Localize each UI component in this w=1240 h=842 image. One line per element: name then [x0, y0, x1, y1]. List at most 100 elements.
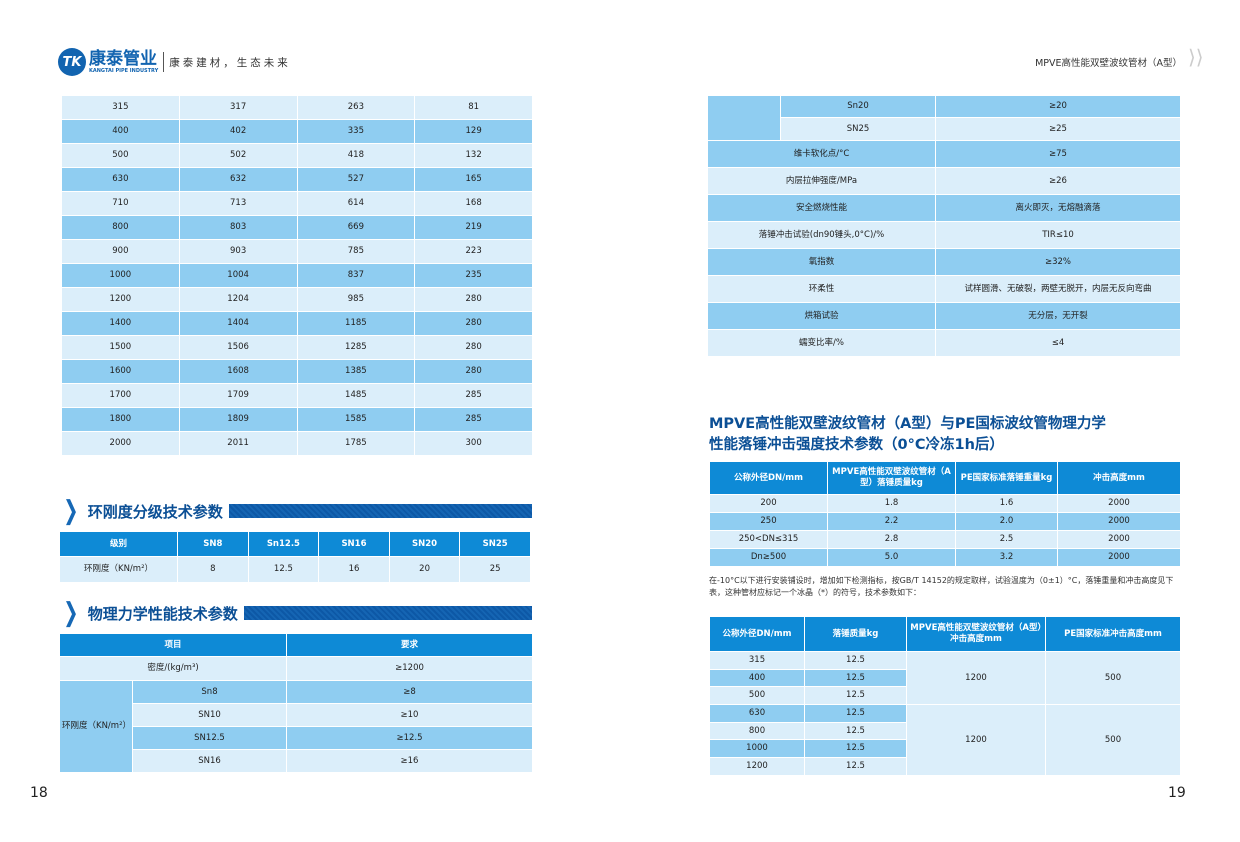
- cell: 安全燃烧性能: [707, 194, 936, 222]
- title-bar: [228, 504, 532, 518]
- cell: 公称外径DN/mm: [709, 461, 828, 495]
- title-line: MPVE高性能双壁波纹管材（A型）与PE国标波纹管物理力学: [709, 416, 1106, 432]
- col-header: 要求: [286, 633, 533, 657]
- cell: 1785: [296, 431, 416, 456]
- cell: ≥16: [286, 749, 533, 773]
- cell: 12.5: [804, 704, 907, 723]
- table-row: 维卡软化点/°C ≥75: [707, 140, 1181, 168]
- cell: 803: [178, 215, 298, 240]
- cell: 1500: [61, 335, 180, 360]
- table-row: 烘箱试验 无分层，无开裂: [707, 302, 1181, 330]
- cell: SN12.5: [131, 726, 288, 750]
- cell: 落锤质量kg: [804, 616, 907, 652]
- cell: MPVE高性能双壁波纹管材（A型）冲击高度mm: [906, 616, 1046, 652]
- cell: 12.5: [247, 556, 320, 583]
- cold-note: 在-10°C以下进行安装铺设时，增加如下检测指标，按GB/T 14152的规定取…: [709, 576, 1174, 597]
- cell: 165: [414, 167, 533, 192]
- cell: 280: [414, 335, 533, 360]
- cell: 1700: [61, 383, 180, 408]
- cell: 2.0: [955, 512, 1058, 531]
- title-line: 性能落锤冲击强度技术参数（0°C冷冻1h后）: [709, 437, 1004, 453]
- cell: Sn12.5: [247, 531, 320, 557]
- table-row: 蠕变比率/% ≤4: [707, 329, 1181, 357]
- ring-stiffness-table: 级别 SN8 Sn12.5 SN16 SN20 SN25 环刚度（KN/m²） 8 12.5 1…: [59, 531, 531, 583]
- cell: 837: [296, 263, 416, 288]
- title-bar: [243, 606, 532, 620]
- cell: ≥10: [286, 703, 533, 727]
- cell: 级别: [59, 531, 178, 557]
- cell: 1400: [61, 311, 180, 336]
- cell: 1385: [296, 359, 416, 384]
- cell: 2000: [1057, 548, 1181, 567]
- cell: 2000: [1057, 512, 1181, 531]
- table-row: 500 502 418 132: [61, 143, 533, 168]
- cell: 12.5: [804, 721, 907, 741]
- table-row: 1400 1404 1185 280: [61, 311, 533, 336]
- cell: 285: [414, 407, 533, 432]
- cell: 环柔性: [707, 275, 936, 303]
- cell: 1185: [296, 311, 416, 336]
- cell: 632: [178, 167, 298, 192]
- cell: 502: [178, 143, 298, 168]
- table-row: 内层拉伸强度/MPa ≥26: [707, 167, 1181, 195]
- table-row: 710 713 614 168: [61, 191, 533, 216]
- cell: 335: [296, 119, 416, 144]
- page-number-left: 18: [30, 785, 48, 801]
- cell: 985: [296, 287, 416, 312]
- section-ring-stiffness: ❯ 环刚度分级技术参数: [60, 496, 532, 526]
- table-row: 1200 12.5: [709, 757, 1181, 776]
- cell: 900: [61, 239, 180, 264]
- cell: 1285: [296, 335, 416, 360]
- cell: 1709: [178, 383, 298, 408]
- cell: 12.5: [804, 686, 907, 706]
- cell: 内层拉伸强度/MPa: [707, 167, 936, 195]
- table-row: 2000 2011 1785 300: [61, 431, 533, 456]
- cell: 280: [414, 311, 533, 336]
- cell: 1585: [296, 407, 416, 432]
- cell: 1506: [178, 335, 298, 360]
- cell: ≤4: [935, 329, 1181, 357]
- physical-table-continued: Sn20 ≥20 SN25 ≥25 维卡软化点/°C ≥75 内层拉伸强度/MPa ≥26…: [707, 95, 1181, 357]
- cell: 1809: [178, 407, 298, 432]
- cell: 785: [296, 239, 416, 264]
- cell: 400: [61, 119, 180, 144]
- cell: 132: [414, 143, 533, 168]
- cell: 16: [318, 556, 390, 583]
- table-row: 1000 1004 837 235: [61, 263, 533, 288]
- table-row: 315 12.5 1200 500: [709, 650, 1181, 706]
- cell: 315: [709, 651, 805, 670]
- cell: ≥1200: [286, 656, 533, 681]
- section-title: 物理力学性能技术参数: [87, 604, 238, 623]
- table-row: 250 2.2 2.0 2000: [709, 512, 1181, 531]
- logo-brand: 康泰管业: [89, 48, 157, 69]
- cell: 1200: [709, 757, 805, 776]
- cell: 81: [414, 95, 533, 120]
- cell: 500: [1045, 650, 1181, 706]
- cell: [707, 95, 781, 141]
- cell: SN10: [131, 703, 288, 727]
- cell: 环刚度（KN/m²）: [59, 556, 178, 583]
- cell: 25: [459, 556, 531, 583]
- table-row: 1200 1204 985 280: [61, 287, 533, 312]
- cell: 800: [61, 215, 180, 240]
- cell: 冲击高度mm: [1057, 461, 1181, 495]
- section-title: 环刚度分级技术参数: [87, 502, 223, 521]
- cell: 2.8: [827, 530, 956, 549]
- logo-sub: KANGTAI PIPE INDUSTRY: [89, 67, 159, 74]
- cell: 3.2: [955, 548, 1058, 567]
- cold-impact-table: 公称外径DN/mm 落锤质量kg MPVE高性能双壁波纹管材（A型）冲击高度mm PE…: [709, 616, 1181, 776]
- cell: 168: [414, 191, 533, 216]
- cell: 250<DN≤315: [709, 530, 828, 549]
- cell: 密度/(kg/m³): [58, 656, 288, 681]
- cell: SN25: [459, 531, 531, 557]
- cell: 公称外径DN/mm: [709, 616, 805, 652]
- chevron-right-icon: ❯: [63, 598, 79, 628]
- cell: 2000: [1057, 494, 1181, 513]
- cell: 219: [414, 215, 533, 240]
- cell: 1200: [906, 650, 1046, 706]
- impact-table: 公称外径DN/mm MPVE高性能双壁波纹管材（A型）落锤质量kg PE国家标准落锤…: [709, 461, 1181, 567]
- logo-mark-icon: TK: [58, 48, 86, 76]
- table-row: 800 12.5: [709, 721, 1181, 741]
- cell: 200: [709, 494, 828, 513]
- table-row: 630 12.5 1200 500: [709, 704, 1181, 776]
